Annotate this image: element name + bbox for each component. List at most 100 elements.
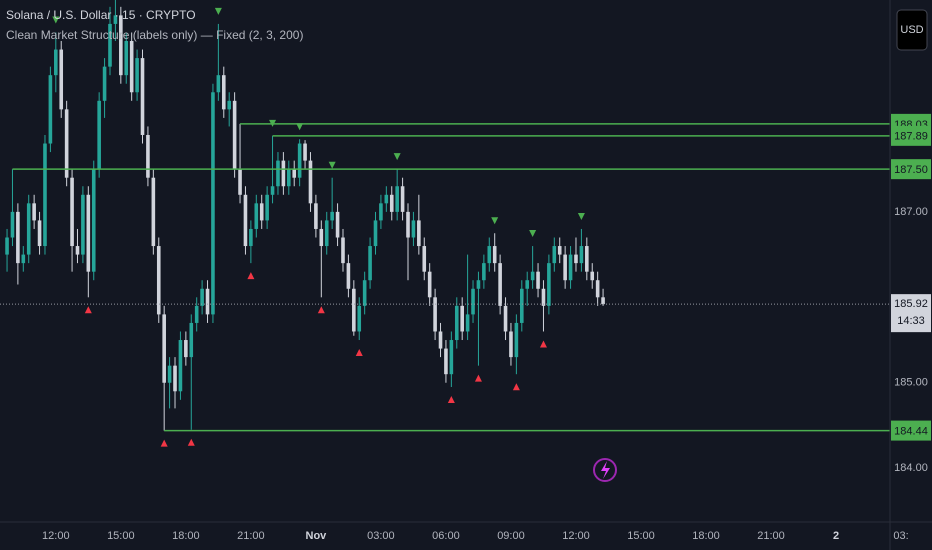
level-price-label: 188.03 [894, 119, 928, 131]
candle-body [427, 271, 432, 298]
x-tick-label: 03:00 [367, 530, 395, 542]
pivot-high-marker [328, 161, 336, 169]
candle-body [276, 160, 280, 187]
candle-body [205, 288, 210, 315]
candle-body [541, 288, 546, 306]
current-price-tag [891, 294, 931, 333]
candle-body [108, 23, 112, 67]
chart-title: Solana / U.S. Dollar · 15 · CRYPTO [6, 8, 196, 22]
pivot-high-marker [296, 123, 304, 131]
candle-body [308, 160, 313, 204]
candle-body [167, 365, 172, 383]
candle-body [476, 280, 481, 289]
candle-body [362, 280, 367, 306]
candle-body [389, 194, 394, 212]
candle-body [454, 305, 459, 341]
logo-ring [593, 458, 617, 482]
candle-body [184, 340, 188, 358]
candle-body [54, 49, 58, 76]
candle-body [221, 75, 226, 110]
candle-body [200, 288, 204, 306]
candle-body [379, 203, 383, 221]
pivot-high-marker [491, 217, 499, 225]
candle-body [151, 177, 156, 247]
x-tick-label: Nov [306, 530, 328, 542]
currency-label[interactable]: USD [900, 24, 923, 36]
candle-body [498, 263, 502, 306]
y-tick-label: 187.00 [894, 206, 928, 218]
candle-body [216, 75, 221, 93]
candle-body [303, 143, 307, 161]
candle-body [124, 41, 129, 76]
x-tick-label: 12:00 [562, 530, 590, 542]
pivot-high-marker [214, 7, 222, 15]
candle-body [585, 246, 589, 272]
currency-button[interactable] [896, 9, 928, 51]
candle-body [75, 246, 80, 255]
x-tick-label: 21:00 [237, 530, 265, 542]
candle-body [482, 263, 486, 281]
candle-body [270, 186, 275, 195]
candle-body [97, 100, 101, 170]
candle-body [211, 92, 215, 315]
candle-body [319, 228, 324, 247]
x-tick-label: 12:00 [42, 530, 70, 542]
candle-body [368, 246, 372, 281]
candle-body [287, 169, 291, 187]
candle-body [341, 237, 345, 264]
candle-body [530, 271, 535, 281]
level-price-label: 184.44 [894, 425, 928, 437]
candle-body [292, 169, 297, 178]
candle-body [243, 194, 248, 247]
candle-body [32, 203, 36, 221]
candle-body [411, 220, 416, 238]
candle-body [26, 203, 31, 255]
x-tick-label: 15:00 [627, 530, 655, 542]
candle-body [43, 143, 47, 247]
candle-body [519, 288, 524, 323]
x-tick-label: 15:00 [107, 530, 135, 542]
logo-bolt [601, 461, 610, 479]
candle-body [346, 263, 351, 289]
candle-body [91, 169, 96, 272]
candle-body [140, 58, 145, 135]
pivot-low-marker [187, 438, 195, 446]
candle-body [330, 211, 334, 221]
plot-area [0, 0, 890, 447]
pivot-low-marker [447, 396, 455, 404]
candle-body [525, 280, 530, 289]
pivot-low-marker [355, 349, 363, 357]
pivot-low-marker [160, 439, 168, 447]
candle-body [352, 288, 356, 332]
y-tick-label: 185.00 [894, 377, 928, 389]
candle-body [422, 246, 427, 272]
candle-body [59, 49, 64, 110]
candle-body [449, 340, 454, 375]
candle-body [10, 211, 15, 238]
candle-body [492, 246, 497, 264]
candle-body [16, 211, 20, 264]
candle-body [5, 237, 9, 255]
x-tick-label: 18:00 [172, 530, 200, 542]
x-tick-label: 03: [893, 530, 908, 542]
candle-body [173, 365, 177, 392]
candle-body [37, 220, 42, 247]
x-tick-label: 21:00 [757, 530, 785, 542]
candle-body [536, 271, 540, 289]
candle-body [102, 66, 107, 101]
candle-body [568, 254, 573, 281]
pivot-low-marker [539, 340, 547, 348]
candle-body [547, 263, 551, 306]
candle-body [563, 254, 567, 281]
level-price-label: 187.50 [894, 164, 928, 176]
y-tick-label: 184.00 [894, 462, 928, 474]
candle-body [373, 220, 378, 247]
pivot-high-marker [529, 230, 537, 238]
logo-icon [593, 458, 617, 482]
candle-body [129, 41, 134, 93]
candle-body [238, 169, 242, 195]
pivot-low-marker [84, 306, 92, 314]
overlay: 187.00 185.00 184.00 12:00 15:00 18:00 21:00 No… [42, 113, 931, 542]
candle-body [259, 203, 264, 221]
candle-body [509, 331, 513, 358]
